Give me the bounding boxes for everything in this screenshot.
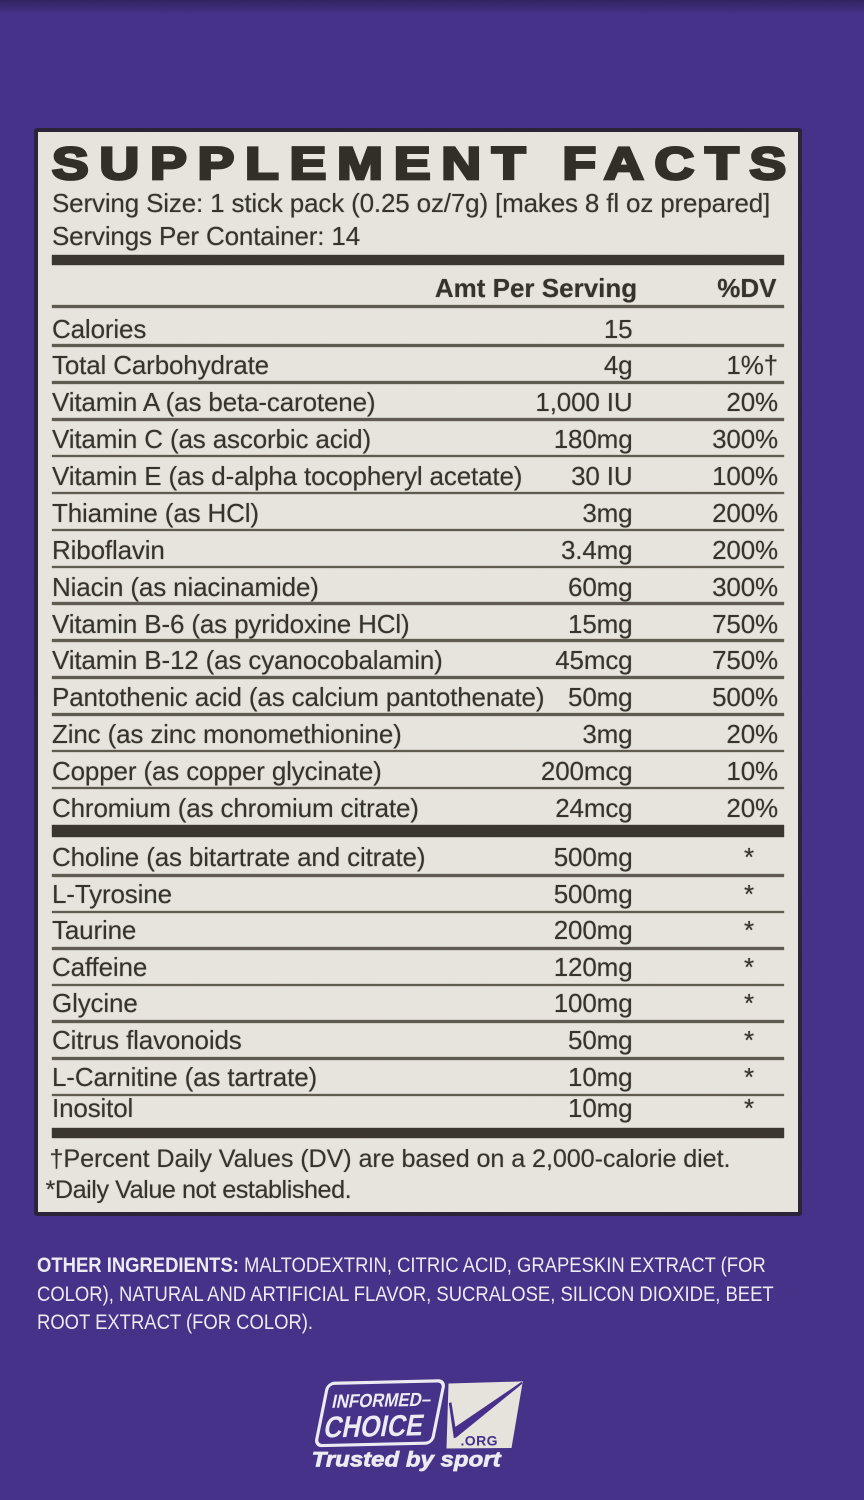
svg-text:.ORG: .ORG: [461, 1433, 498, 1449]
svg-text:CHOICE: CHOICE: [321, 1409, 427, 1444]
svg-text:Trusted by sport: Trusted by sport: [312, 1449, 502, 1472]
